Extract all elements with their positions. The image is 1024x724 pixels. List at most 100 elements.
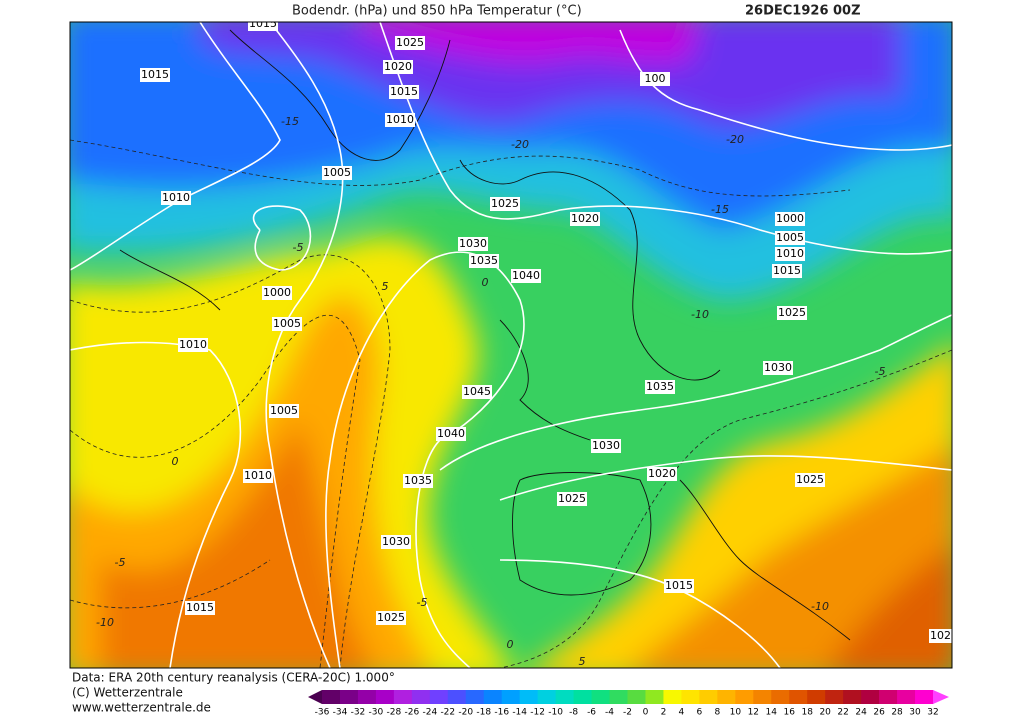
temperature-label: -10 <box>691 308 709 321</box>
isobar-label-bg <box>763 361 793 375</box>
temperature-label: -5 <box>293 241 304 254</box>
isobar-label-bg <box>557 492 587 506</box>
isobar-label: 1000 <box>263 286 291 299</box>
isobar-label: 1015 <box>390 85 418 98</box>
colorbar-label: 0 <box>643 708 649 718</box>
colorbar-box <box>735 690 754 704</box>
isobar-label-bg <box>140 68 170 82</box>
isobar-label-bg <box>376 611 406 625</box>
isobar-label: 1030 <box>382 535 410 548</box>
isobar-label: 1015 <box>141 68 169 81</box>
isobar-label-bg <box>570 212 600 226</box>
temperature-label: 0 <box>172 455 179 468</box>
temperature-label: -20 <box>511 138 529 151</box>
isobar-label: 1005 <box>273 317 301 330</box>
colorbar-label: -6 <box>587 708 596 718</box>
colorbar-label: 10 <box>730 708 742 718</box>
colorbar-label: 18 <box>801 708 813 718</box>
colorbar-box <box>393 690 413 704</box>
isobar-label: 1035 <box>470 254 498 267</box>
isobar-label-bg <box>490 197 520 211</box>
colorbar-box <box>573 690 593 704</box>
map-frame <box>69 21 953 669</box>
colorbar-arrow-left <box>308 690 322 704</box>
isobar-label: 1020 <box>930 629 958 642</box>
isobar-label: 1010 <box>244 469 272 482</box>
isobar-label: 1025 <box>558 492 586 505</box>
colorbar-label: 32 <box>927 708 938 718</box>
colorbar-box <box>322 690 341 704</box>
isobar-label-bg <box>178 338 208 352</box>
isobar-label: 100 <box>645 72 666 85</box>
colorbar-label: -12 <box>530 708 545 718</box>
colorbar-box <box>429 690 449 704</box>
isobar-label: 1020 <box>571 212 599 225</box>
colorbar-label: 22 <box>837 708 848 718</box>
colorbar-box <box>501 690 521 704</box>
isobar-label: 1030 <box>592 439 620 452</box>
isobar-label-bg <box>795 473 825 487</box>
colorbar-box <box>411 690 431 704</box>
isobar-label-bg <box>161 191 191 205</box>
isobar-label: 1010 <box>776 247 804 260</box>
colorbar-label: 28 <box>891 708 903 718</box>
colorbar-label: 26 <box>873 708 885 718</box>
colorbar-label: -36 <box>315 708 330 718</box>
isobar-label-bg <box>185 601 215 615</box>
isobar-label-bg <box>262 286 292 300</box>
colorbar-label: 6 <box>697 708 703 718</box>
colorbar-box <box>483 690 503 704</box>
isobar-label-bg <box>772 264 802 278</box>
temperature-label: -5 <box>417 596 428 609</box>
colorbar-box <box>339 690 359 704</box>
isobar-label: 1020 <box>648 467 676 480</box>
isobar-label-bg <box>383 60 413 74</box>
colorbar-label: 24 <box>855 708 867 718</box>
isobar-label-bg <box>469 254 499 268</box>
colorbar-label: -20 <box>458 708 473 718</box>
colorbar-label: -24 <box>422 708 437 718</box>
isobar-label-bg <box>243 469 273 483</box>
footer-copyright: (C) Wetterzentrale <box>72 686 183 700</box>
colorbar-box <box>519 690 539 704</box>
isobar-label-bg <box>389 85 419 99</box>
isobar-label-bg <box>403 474 433 488</box>
colorbar-label: 12 <box>748 708 759 718</box>
isobar-label: 1020 <box>384 60 412 73</box>
colorbar-label: -26 <box>405 708 420 718</box>
colorbar-box <box>717 690 736 704</box>
temperature-label: -15 <box>281 115 299 128</box>
colorbar-label: -34 <box>333 708 348 718</box>
colorbar-label: 30 <box>909 708 921 718</box>
isobar-label-bg <box>511 269 541 283</box>
isobar-label: 1025 <box>491 197 519 210</box>
temperature-lines <box>70 139 952 668</box>
isobar-label-bg <box>640 72 670 86</box>
colorbar-box <box>447 690 467 704</box>
isobar-label: 1010 <box>386 113 414 126</box>
isobar-label-bg <box>647 467 677 481</box>
isobar-label: 1030 <box>764 361 792 374</box>
isobar-label-bg <box>777 306 807 320</box>
isobar-label: 1015 <box>249 17 277 30</box>
colorbar-box <box>915 690 934 704</box>
isobar-label: 1005 <box>270 404 298 417</box>
isobar-label: 1035 <box>646 380 674 393</box>
temperature-label: -5 <box>115 556 126 569</box>
isobar-label: 1035 <box>404 474 432 487</box>
colorbar-label: -30 <box>369 708 384 718</box>
colorbar-box <box>357 690 377 704</box>
colorbar-label: -32 <box>351 708 366 718</box>
colorbar-arrow-right <box>933 690 949 704</box>
isobar-label-bg <box>272 317 302 331</box>
colorbar-box <box>591 690 611 704</box>
temperature-label: -10 <box>811 600 829 613</box>
isobar-label-bg <box>436 427 466 441</box>
date: 26DEC1926 00Z <box>745 4 861 19</box>
colorbar-box <box>555 690 575 704</box>
isobar-label-bg <box>929 629 952 643</box>
colorbar-label: -8 <box>569 708 578 718</box>
colorbar-label: 14 <box>766 708 778 718</box>
colorbar-box <box>879 690 898 704</box>
